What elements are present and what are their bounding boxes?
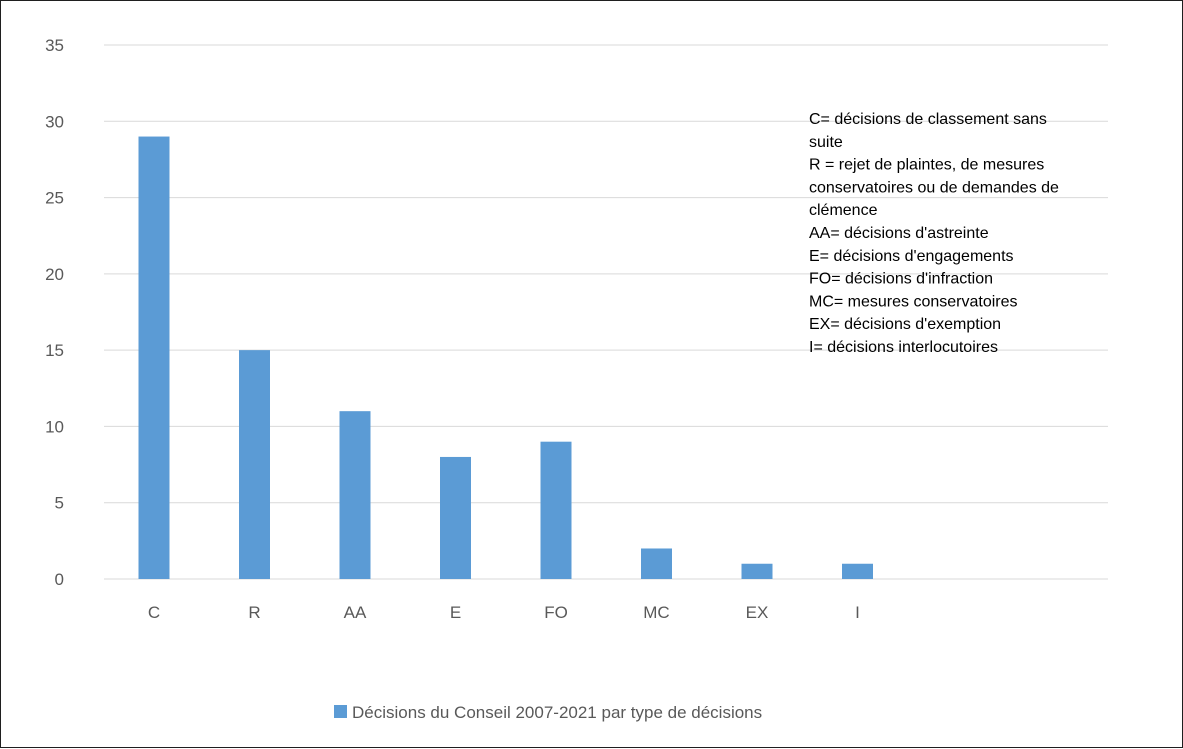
y-tick-label: 20	[45, 265, 64, 284]
y-tick-label: 10	[45, 417, 64, 436]
annotation-line: clémence	[809, 202, 878, 219]
legend-label: Décisions du Conseil 2007-2021 par type …	[352, 703, 762, 722]
bar-aa	[339, 411, 371, 579]
y-tick-label: 15	[45, 341, 64, 360]
annotation-line: suite	[809, 134, 843, 151]
bar-mc	[641, 548, 672, 579]
x-tick-label: AA	[344, 603, 367, 622]
y-tick-label: 35	[45, 36, 64, 55]
x-tick-label: FO	[544, 603, 568, 622]
x-tick-label: EX	[746, 603, 769, 622]
annotation-line: FO= décisions d'infraction	[809, 271, 993, 288]
annotation-line: AA= décisions d'astreinte	[809, 225, 989, 242]
legend-swatch	[334, 705, 347, 718]
x-tick-label: E	[450, 603, 461, 622]
annotation-line: I= décisions interlocutoires	[809, 339, 998, 356]
annotation-line: C= décisions de classement sans	[809, 111, 1047, 128]
y-tick-label: 25	[45, 189, 64, 208]
annotation-line: E= décisions d'engagements	[809, 248, 1014, 265]
bar-fo	[540, 441, 572, 579]
bar-r	[239, 350, 270, 579]
gridlines	[104, 44, 1108, 580]
y-tick-label: 0	[55, 570, 64, 589]
x-tick-label: I	[855, 603, 860, 622]
y-tick-label: 30	[45, 112, 64, 131]
y-tick-label: 5	[55, 494, 64, 513]
legend: Décisions du Conseil 2007-2021 par type …	[334, 703, 762, 722]
bar-ex	[741, 563, 773, 579]
annotation-line: MC= mesures conservatoires	[809, 293, 1018, 310]
bar-e	[440, 456, 471, 579]
annotation-line: EX= décisions d'exemption	[809, 316, 1001, 333]
axes: 0 5 10 15 20 25 30 35 C R AA E FO MC EX I	[45, 36, 860, 622]
x-tick-label: C	[148, 603, 160, 622]
x-tick-label: R	[248, 603, 260, 622]
bar-c	[138, 136, 170, 580]
bar-i	[842, 563, 873, 579]
annotation-line: R = rejet de plaintes, de mesures	[809, 157, 1044, 174]
annotation-text-box: C= décisions de classement sans suite R = …	[809, 111, 1059, 356]
x-tick-label: MC	[643, 603, 669, 622]
bars	[138, 136, 873, 580]
annotation-line: conservatoires ou de demandes de	[809, 179, 1059, 196]
